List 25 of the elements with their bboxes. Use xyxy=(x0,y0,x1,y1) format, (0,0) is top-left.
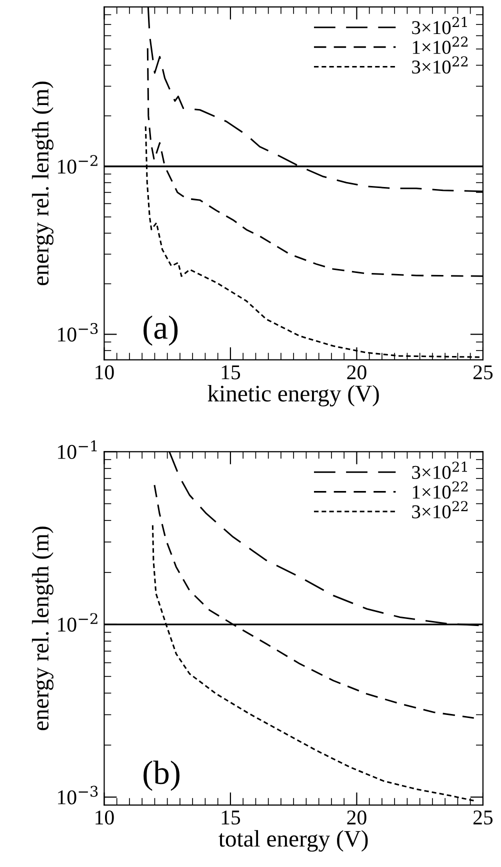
x-axis-title: kinetic energy (V) xyxy=(208,384,379,406)
x-axis-title: total energy (V) xyxy=(218,830,368,852)
y-axis-title: energy rel. length (m) xyxy=(32,82,54,286)
y-tick-label: 10$^{−3}$ xyxy=(58,322,98,342)
annotation: (b) xyxy=(144,760,180,791)
x-tick-label: 10 xyxy=(96,810,114,825)
y-tick-label: 10$^{−3}$ xyxy=(58,786,98,804)
y-tick-label: 10$^{−1}$ xyxy=(58,440,97,459)
legend-label: 3×10$^{21}$ xyxy=(412,462,467,479)
legend-label: 3×10$^{22}$ xyxy=(412,501,468,518)
x-tick-label: 20 xyxy=(347,810,366,825)
x-tick-label: 15 xyxy=(222,365,240,380)
x-tick-label: 15 xyxy=(222,810,240,825)
legend-label: 1×10$^{22}$ xyxy=(412,36,468,54)
legend-label: 1×10$^{22}$ xyxy=(412,481,468,499)
x-tick-label: 25 xyxy=(473,810,493,825)
legend-label: 3×10$^{21}$ xyxy=(412,16,467,34)
annotation: (a) xyxy=(144,316,178,346)
legend-label: 3×10$^{22}$ xyxy=(412,56,468,74)
x-tick-label: 10 xyxy=(96,365,114,380)
y-tick-label: 10$^{−2}$ xyxy=(58,155,98,174)
x-tick-label: 25 xyxy=(473,365,493,380)
y-tick-label: 10$^{−2}$ xyxy=(58,613,98,632)
y-axis-title: energy rel. length (m) xyxy=(32,526,54,730)
x-tick-label: 20 xyxy=(347,365,366,380)
